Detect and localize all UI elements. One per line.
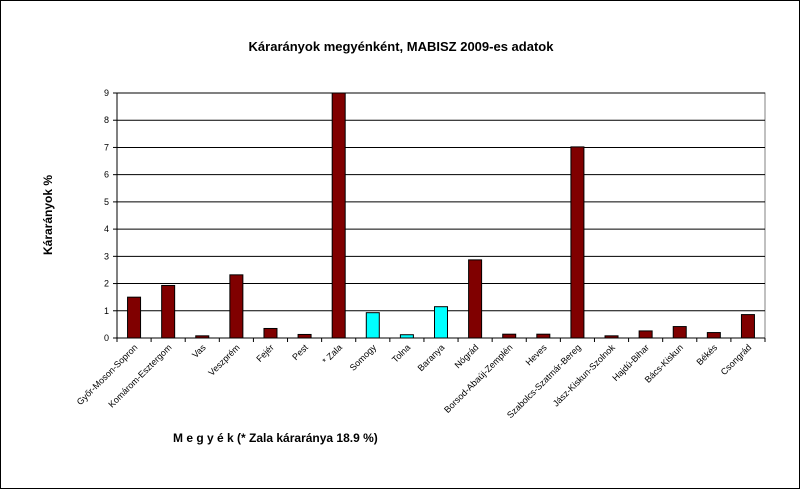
x-tick-label: Pest xyxy=(290,342,310,362)
x-tick-label: Csongrád xyxy=(719,342,754,377)
bar xyxy=(740,314,755,339)
bar xyxy=(399,334,414,339)
bar xyxy=(331,92,346,339)
x-tick-label: Jász-Kiskun-Szolnok xyxy=(551,342,617,408)
x-axis-label: M e g y é k (* Zala káraránya 18.9 %) xyxy=(173,431,378,445)
y-tick-label: 5 xyxy=(104,197,109,207)
y-tick-label: 3 xyxy=(104,251,109,261)
x-tick-label: Fejér xyxy=(254,342,276,364)
x-tick-label: * Zala xyxy=(320,342,344,366)
y-tick-label: 6 xyxy=(104,170,109,180)
x-tick-label: Békés xyxy=(694,342,719,367)
bar xyxy=(297,333,312,339)
x-tick-label: Tolna xyxy=(390,342,412,364)
plot-background xyxy=(116,92,766,339)
y-tick-label: 9 xyxy=(104,88,109,98)
x-tick-label: Somogy xyxy=(348,342,379,373)
y-axis-label: Kárarányok % xyxy=(41,175,55,255)
x-tick-label: Heves xyxy=(524,342,549,367)
bar xyxy=(229,274,244,339)
bar xyxy=(570,146,585,339)
bar xyxy=(536,333,551,339)
chart-title: Kárarányok megyénként, MABISZ 2009-es ad… xyxy=(249,39,555,54)
x-tick-label: Baranya xyxy=(416,342,447,373)
bar xyxy=(672,326,687,339)
y-tick-label: 2 xyxy=(104,279,109,289)
bar xyxy=(161,284,176,339)
bar xyxy=(604,335,619,339)
bar xyxy=(127,296,142,339)
x-tick-label: Veszprém xyxy=(206,342,241,377)
x-tick-label: Vas xyxy=(190,342,208,360)
bar xyxy=(502,333,517,339)
plot-area: 0 1 2 3 4 5 6 7 8 9 Győr-Moson-SopronKomárom-Eszte… xyxy=(75,88,766,420)
x-tick-label: Győr-Moson-Sopron xyxy=(75,342,140,407)
bar xyxy=(468,259,483,339)
bar xyxy=(706,332,721,339)
y-tick-label: 4 xyxy=(104,224,109,234)
y-tick-label: 8 xyxy=(104,115,109,125)
x-tick-label: Komárom-Esztergom xyxy=(106,342,173,409)
y-tick-label: 7 xyxy=(104,142,109,152)
bar xyxy=(263,327,278,339)
y-tick-label: 0 xyxy=(104,333,109,343)
x-tick-label: Nógrád xyxy=(453,342,481,370)
bar xyxy=(638,330,653,339)
x-tick-label: Borsod-Abaúj-Zemplén xyxy=(442,342,515,415)
y-tick-label: 1 xyxy=(104,306,109,316)
bar xyxy=(195,335,210,339)
bar xyxy=(434,306,448,339)
bar xyxy=(365,312,380,339)
